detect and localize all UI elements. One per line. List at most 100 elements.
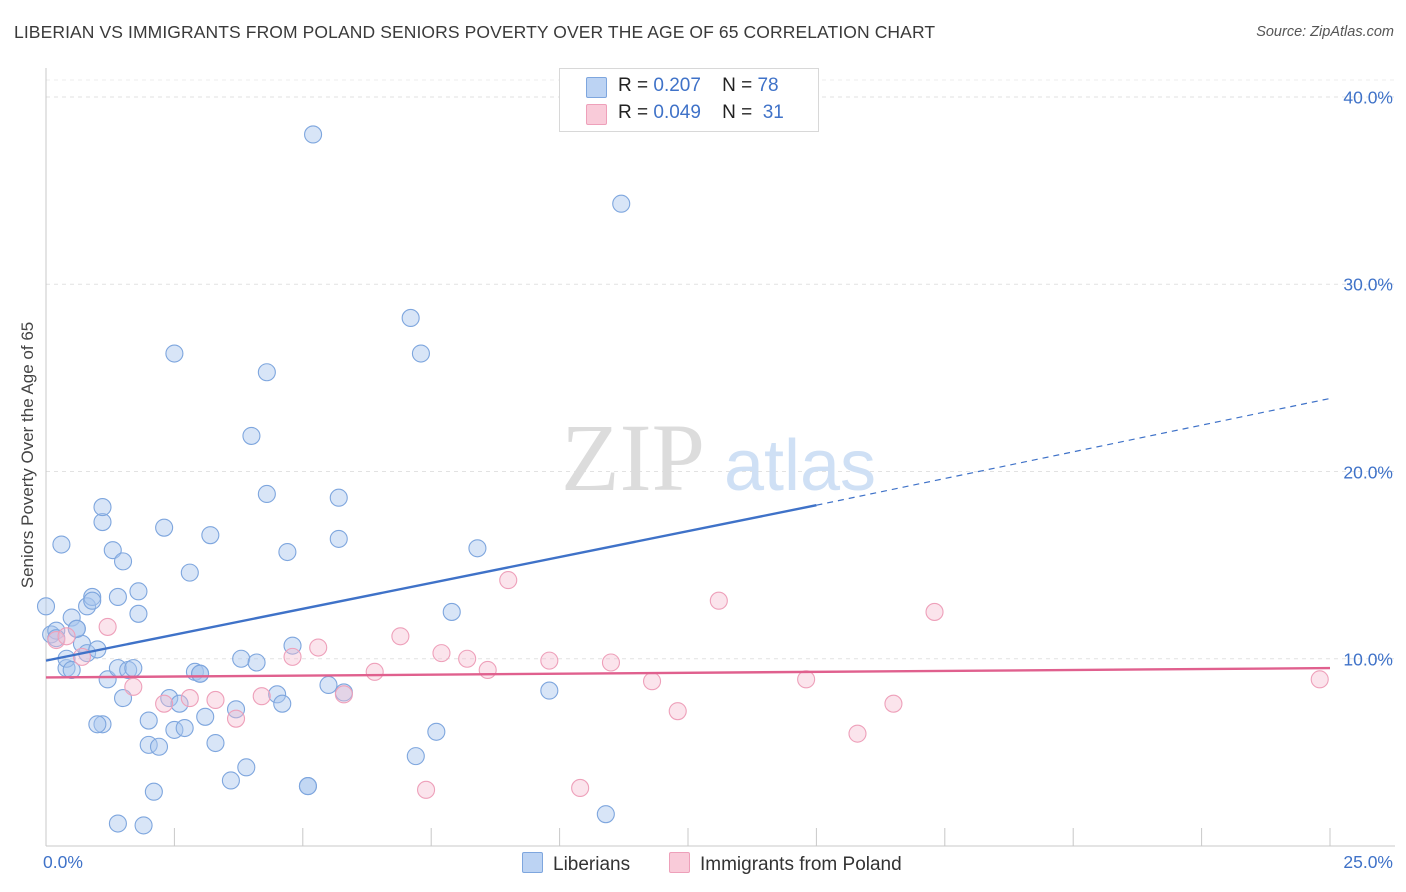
liberian-point xyxy=(134,816,153,835)
poland-point xyxy=(206,690,225,709)
legend-r-value: 0.207 xyxy=(653,75,701,96)
poland-point xyxy=(309,638,328,657)
y-tick-label: 30.0% xyxy=(1343,274,1393,295)
liberian-trend-extension xyxy=(816,397,1331,506)
x-tick-label-min: 0.0% xyxy=(43,852,83,872)
watermark: ZIP atlas xyxy=(561,404,876,511)
liberian-point xyxy=(237,758,256,777)
liberian-point xyxy=(304,125,323,144)
liberian-point xyxy=(108,814,127,833)
liberian-point xyxy=(62,608,81,627)
legend-swatch-pink xyxy=(586,104,607,125)
liberian-point xyxy=(165,344,184,363)
poland-point xyxy=(391,627,410,646)
source-label: Source: ZipAtlas.com xyxy=(1256,24,1394,40)
x-tick-label-max: 25.0% xyxy=(1343,852,1393,872)
axes xyxy=(45,68,1395,847)
poland-point xyxy=(499,571,518,590)
liberian-point xyxy=(124,659,143,678)
liberian-point xyxy=(298,777,317,796)
poland-point xyxy=(124,677,143,696)
liberian-point xyxy=(191,664,210,683)
liberian-point xyxy=(103,541,122,560)
liberian-point xyxy=(83,591,102,610)
legend-n-value: 31 xyxy=(762,102,784,123)
legend-stats-poland: R = 0.049 N = 31 xyxy=(618,102,784,124)
liberian-point xyxy=(273,694,292,713)
correlation-legend: R = 0.207 N = 78 R = 0.049 N = 31 xyxy=(559,68,819,132)
poland-point xyxy=(458,649,477,668)
watermark-atlas: atlas xyxy=(724,426,876,506)
liberian-point xyxy=(175,718,194,738)
legend-r-label: R = xyxy=(618,102,649,123)
poland-point xyxy=(72,647,92,666)
liberian-point xyxy=(67,619,86,638)
poland-point xyxy=(417,780,436,799)
y-tick-label: 10.0% xyxy=(1343,649,1393,670)
y-tick-label: 20.0% xyxy=(1343,462,1393,482)
poland-point xyxy=(709,591,728,610)
poland-point xyxy=(571,778,590,798)
liberian-point xyxy=(221,771,240,790)
liberian-point xyxy=(268,685,287,704)
legend-stats-liberians: R = 0.207 N = 78 xyxy=(618,75,779,97)
liberian-point xyxy=(278,542,297,562)
y-tick-label: 40.0% xyxy=(1343,87,1393,108)
liberian-point xyxy=(442,602,461,621)
poland-point xyxy=(540,651,559,670)
chart-title: LIBERIAN VS IMMIGRANTS FROM POLAND SENIO… xyxy=(14,22,936,42)
poland-point xyxy=(252,687,271,706)
liberian-point xyxy=(540,681,559,700)
poland-point xyxy=(98,617,117,636)
series-swatch-blue xyxy=(522,852,543,873)
series-legend-poland: Immigrants from Poland xyxy=(669,852,902,876)
liberian-point xyxy=(83,587,102,607)
liberian-point xyxy=(170,694,189,713)
poland-point xyxy=(642,672,662,691)
poland-trend-line xyxy=(45,666,1331,679)
liberian-point xyxy=(612,194,631,213)
liberian-point xyxy=(98,670,117,689)
poland-point xyxy=(155,694,174,713)
liberian-point xyxy=(113,689,133,708)
liberian-point xyxy=(196,707,215,726)
liberian-point xyxy=(226,700,246,719)
grid-lines xyxy=(46,79,1395,660)
liberian-point xyxy=(88,715,107,734)
liberian-point xyxy=(329,488,348,507)
liberian-point xyxy=(247,653,266,672)
liberian-point xyxy=(93,513,112,532)
poland-point xyxy=(797,670,816,689)
poland-point xyxy=(57,627,76,646)
liberian-point xyxy=(329,529,348,548)
poland-point xyxy=(478,660,497,680)
poland-point xyxy=(925,602,944,621)
liberian-point xyxy=(78,597,97,616)
poland-point xyxy=(884,694,903,713)
legend-r-value: 0.049 xyxy=(653,102,701,123)
liberian-point xyxy=(149,737,169,756)
series-swatch-pink xyxy=(669,852,690,873)
poland-point xyxy=(601,653,621,672)
liberian-point xyxy=(113,552,133,571)
liberian-point xyxy=(129,582,148,601)
liberian-point xyxy=(93,498,112,517)
liberian-point xyxy=(144,782,163,801)
liberian-point xyxy=(108,587,127,607)
liberian-point xyxy=(257,484,276,504)
liberian-point xyxy=(427,722,446,741)
liberian-point xyxy=(206,733,225,753)
liberian-point xyxy=(596,805,615,824)
watermark-zip: ZIP xyxy=(561,404,705,511)
poland-point xyxy=(848,724,867,743)
poland-point xyxy=(668,702,687,721)
liberian-point xyxy=(406,747,425,766)
liberian-point xyxy=(52,535,71,554)
liberian-point xyxy=(401,308,420,328)
liberian-point xyxy=(242,426,261,445)
legend-r-label: R = xyxy=(618,75,649,96)
series-legend-liberians: Liberians xyxy=(522,852,630,876)
liberian-point xyxy=(411,344,430,363)
poland-point xyxy=(432,644,451,663)
